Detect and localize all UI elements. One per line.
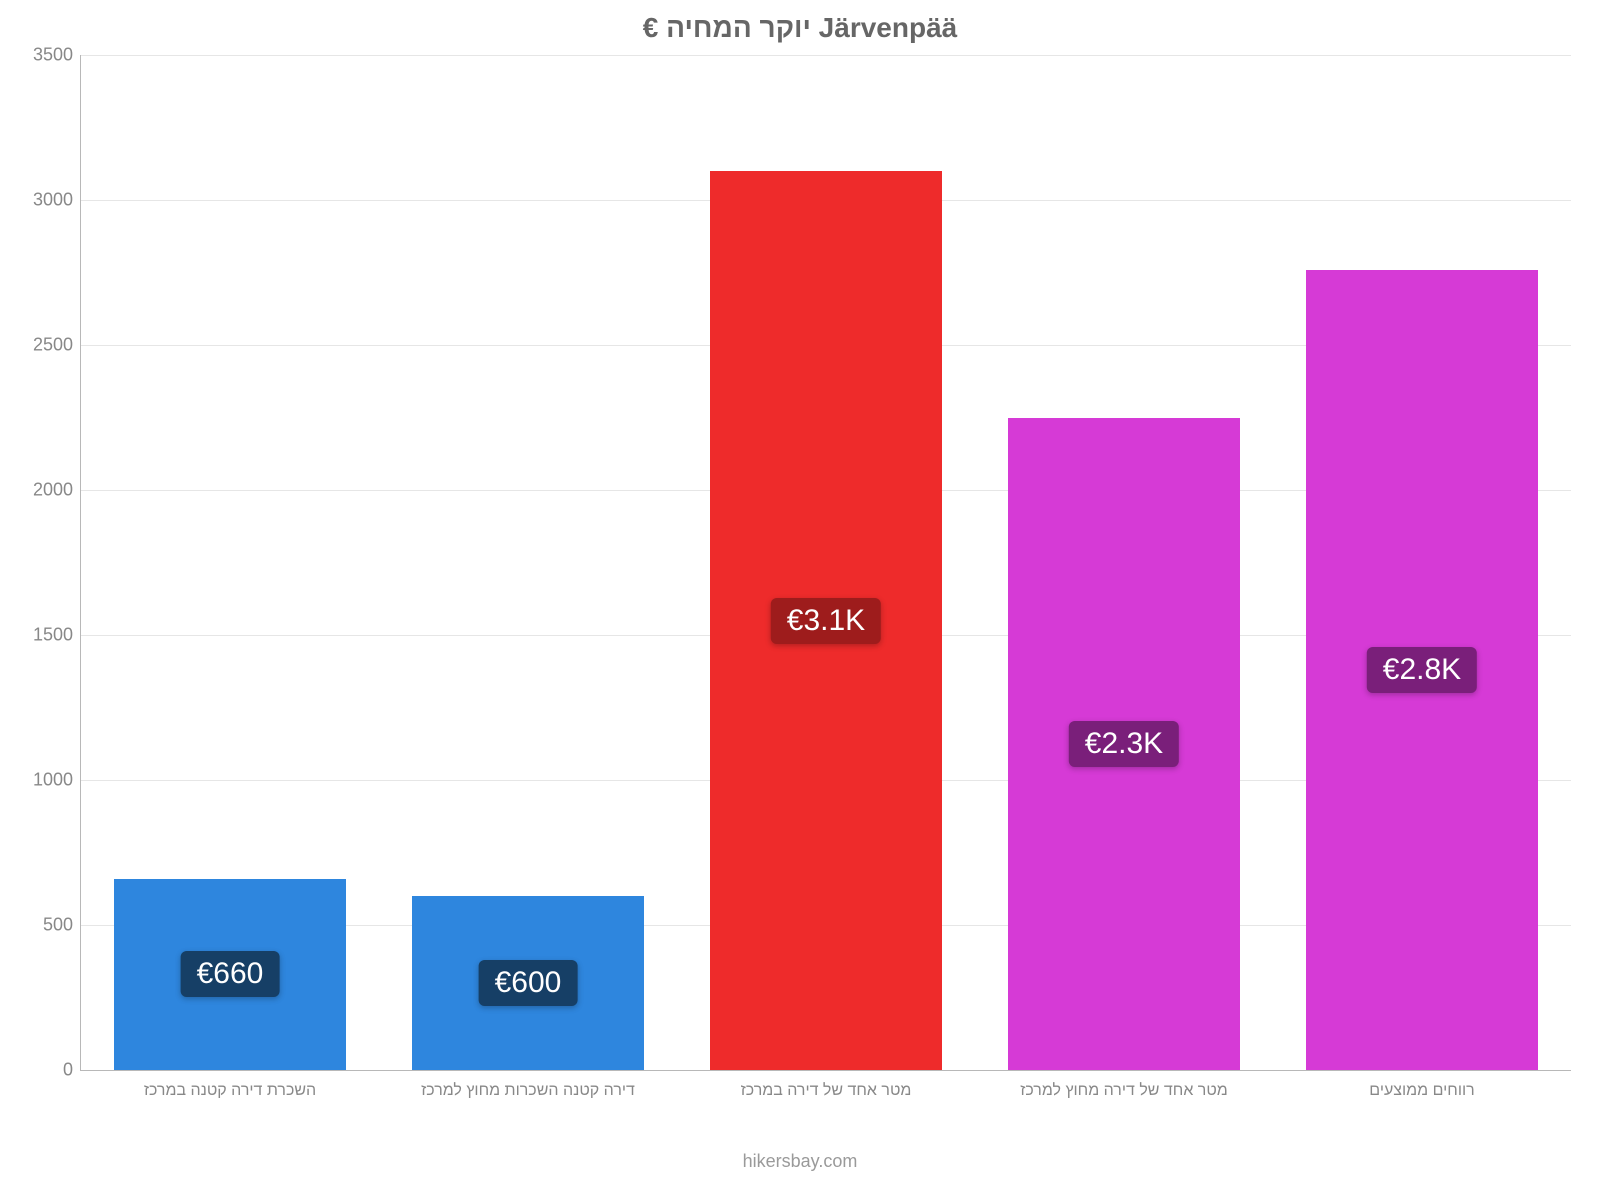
x-axis-tick: מטר אחד של דירה מחוץ למרכז (1020, 1082, 1228, 1100)
plot-area: 0500100015002000250030003500€660השכרת די… (80, 55, 1571, 1071)
y-axis-tick: 1500 (0, 625, 73, 646)
chart-footer: hikersbay.com (0, 1151, 1600, 1172)
x-axis-tick: רווחים ממוצעים (1369, 1082, 1474, 1100)
y-axis-tick: 1000 (0, 770, 73, 791)
x-axis-tick: דירה קטנה השכרות מחוץ למרכז (421, 1082, 635, 1100)
chart-title: € יוקר המחיה Järvenpää (0, 12, 1600, 44)
bar: €600 (412, 896, 644, 1070)
y-axis-tick: 2000 (0, 480, 73, 501)
bar: €3.1K (710, 171, 942, 1070)
bar: €2.8K (1306, 270, 1538, 1070)
y-axis-tick: 3500 (0, 45, 73, 66)
bar-value-label: €3.1K (771, 598, 881, 644)
y-axis-tick: 0 (0, 1060, 73, 1081)
y-axis-tick: 3000 (0, 190, 73, 211)
bar-value-label: €660 (181, 951, 280, 997)
bar: €660 (114, 879, 346, 1070)
y-axis-tick: 2500 (0, 335, 73, 356)
y-axis-tick: 500 (0, 915, 73, 936)
bar: €2.3K (1008, 418, 1240, 1071)
bar-value-label: €2.3K (1069, 721, 1179, 767)
bar-value-label: €2.8K (1367, 647, 1477, 693)
x-axis-tick: מטר אחד של דירה במרכז (741, 1082, 912, 1100)
bar-value-label: €600 (479, 960, 578, 1006)
gridline (81, 55, 1571, 56)
chart-container: € יוקר המחיה Järvenpää 05001000150020002… (0, 0, 1600, 1200)
x-axis-tick: השכרת דירה קטנה במרכז (144, 1082, 316, 1100)
